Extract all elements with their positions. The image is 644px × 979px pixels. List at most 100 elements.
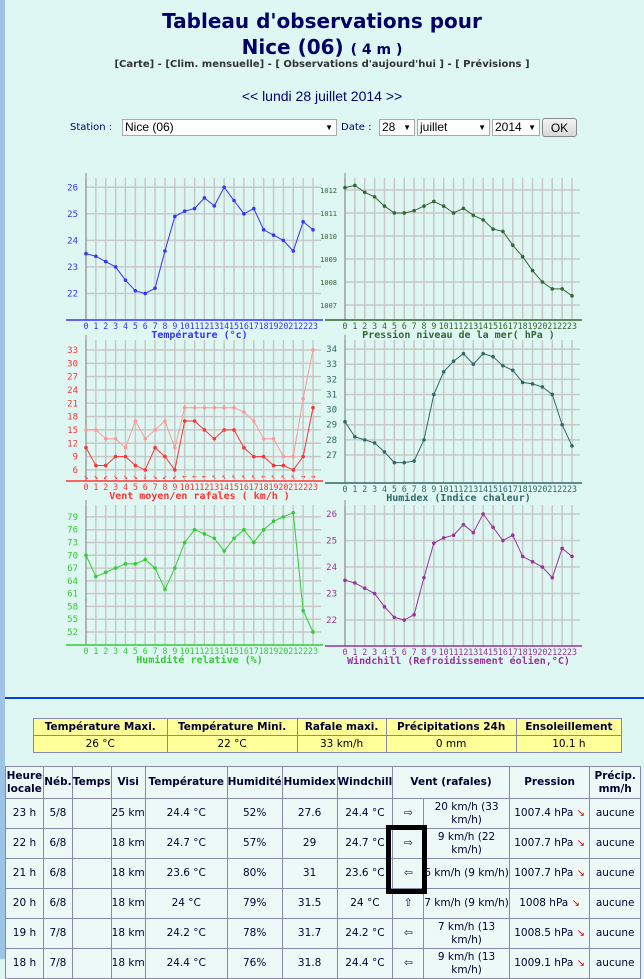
x-tick-label: 8: [421, 648, 426, 658]
trend-down-icon: ↘: [576, 838, 585, 849]
x-tick-label: 8: [421, 485, 426, 495]
data-point: [353, 581, 357, 585]
data-point: [173, 214, 177, 219]
x-tick-label: 10: [439, 322, 449, 332]
link-previsions[interactable]: [ Prévisions ]: [455, 59, 530, 70]
summary-header: Précipitations 24h: [385, 718, 517, 736]
altitude: ( 4 m ): [350, 42, 403, 58]
data-point: [540, 385, 545, 389]
station-select[interactable]: Nice (06) ▼: [122, 119, 337, 136]
x-tick-label: 3: [113, 483, 118, 493]
cell-temp: 24.7 °C: [144, 828, 228, 859]
link-observations-today[interactable]: [ Observations d'aujourd'hui ]: [275, 59, 444, 70]
x-tick-label: 22: [298, 483, 308, 493]
chart-title: Vent moyen/en rafales ( km/h ): [109, 491, 290, 502]
x-tick-label: 20: [278, 322, 288, 332]
y-tick-label: 1012: [320, 187, 337, 195]
left-border: [0, 0, 5, 959]
pressure-value: 1007.4 hPa: [514, 807, 574, 819]
data-point: [362, 438, 367, 442]
data-point: [113, 437, 118, 441]
link-clim-mensuelle[interactable]: [Clim. mensuelle]: [165, 59, 265, 70]
data-point: [491, 525, 495, 530]
ok-button[interactable]: OK: [542, 118, 577, 137]
y-tick-label: 29: [326, 421, 337, 431]
y-tick-label: 9: [73, 453, 78, 463]
data-point: [222, 428, 226, 432]
x-tick-label: 14: [478, 485, 488, 495]
summary-value: 26 °C: [33, 735, 168, 753]
cell-humidex: 31: [281, 858, 338, 889]
data-point: [530, 382, 535, 386]
data-point: [281, 515, 286, 519]
data-point: [232, 536, 236, 541]
data-point: [173, 566, 177, 570]
x-tick-label: 8: [421, 322, 426, 332]
data-point: [461, 351, 466, 356]
data-point: [530, 268, 535, 273]
cell-hum: 76%: [226, 948, 283, 979]
cell-neb: 7/8: [42, 948, 73, 979]
x-tick-label: 10: [180, 322, 190, 332]
x-tick-label: 15: [229, 322, 239, 332]
wind-direction-icon: ↖: [222, 472, 227, 481]
col-header-windchill: Windchill: [336, 766, 394, 799]
data-point: [311, 405, 315, 410]
data-point: [422, 204, 426, 208]
y-tick-label: 70: [67, 551, 78, 561]
x-tick-label: 19: [269, 322, 279, 332]
cell-visi: 25 km: [110, 798, 146, 829]
x-tick-label: 13: [209, 647, 219, 657]
summary-table: Température Maxi. Température Mini. Rafa…: [33, 718, 623, 753]
y-tick-label: 24: [67, 236, 78, 246]
data-point: [103, 259, 108, 264]
data-point: [143, 557, 148, 562]
x-tick-label: 7: [412, 322, 417, 332]
year-select[interactable]: 2014 ▼: [492, 119, 540, 136]
link-carte[interactable]: [Carte]: [114, 59, 155, 70]
x-tick-label: 10: [439, 648, 449, 658]
x-tick-label: 6: [143, 647, 148, 657]
x-tick-label: 22: [298, 647, 308, 657]
y-tick-label: 26: [67, 183, 78, 193]
y-tick-label: 24: [67, 386, 78, 396]
day-select[interactable]: 28 ▼: [379, 119, 415, 136]
next-day-link[interactable]: >>: [385, 88, 403, 104]
x-tick-label: 4: [382, 485, 387, 495]
cell-hum: 57%: [226, 828, 283, 859]
x-tick-label: 1: [352, 648, 357, 658]
x-tick-label: 19: [528, 648, 538, 658]
x-tick-label: 0: [343, 485, 348, 495]
y-tick-label: 32: [326, 375, 337, 385]
x-tick-label: 1: [93, 322, 98, 332]
data-point: [520, 254, 525, 259]
data-point: [432, 199, 436, 204]
wind-direction-icon: ↘: [84, 472, 89, 481]
month-select[interactable]: juillet ▼: [417, 119, 490, 136]
year-select-value: 2014: [495, 120, 522, 134]
series-line-0: [85, 186, 314, 294]
data-point: [510, 533, 515, 538]
data-point: [540, 565, 545, 569]
cell-visi: 18 km: [110, 858, 146, 889]
cell-hum: 52%: [226, 798, 283, 829]
data-point: [353, 435, 357, 439]
data-point: [481, 351, 485, 356]
y-tick-label: 33: [326, 360, 337, 370]
cell-vent: 9 km/h (22 km/h): [423, 828, 510, 859]
x-tick-label: 12: [199, 322, 209, 332]
x-tick-label: 2: [362, 648, 367, 658]
col-header-neb: Néb.: [42, 766, 73, 799]
x-tick-label: 4: [382, 322, 387, 332]
x-tick-label: 6: [143, 322, 148, 332]
data-point: [133, 463, 138, 468]
prev-day-link[interactable]: <<: [241, 88, 259, 104]
data-point: [232, 405, 236, 410]
x-tick-label: 9: [431, 322, 436, 332]
x-tick-label: 2: [103, 322, 108, 332]
separator-line: [5, 697, 644, 699]
x-tick-label: 18: [518, 485, 528, 495]
data-point: [301, 608, 305, 613]
